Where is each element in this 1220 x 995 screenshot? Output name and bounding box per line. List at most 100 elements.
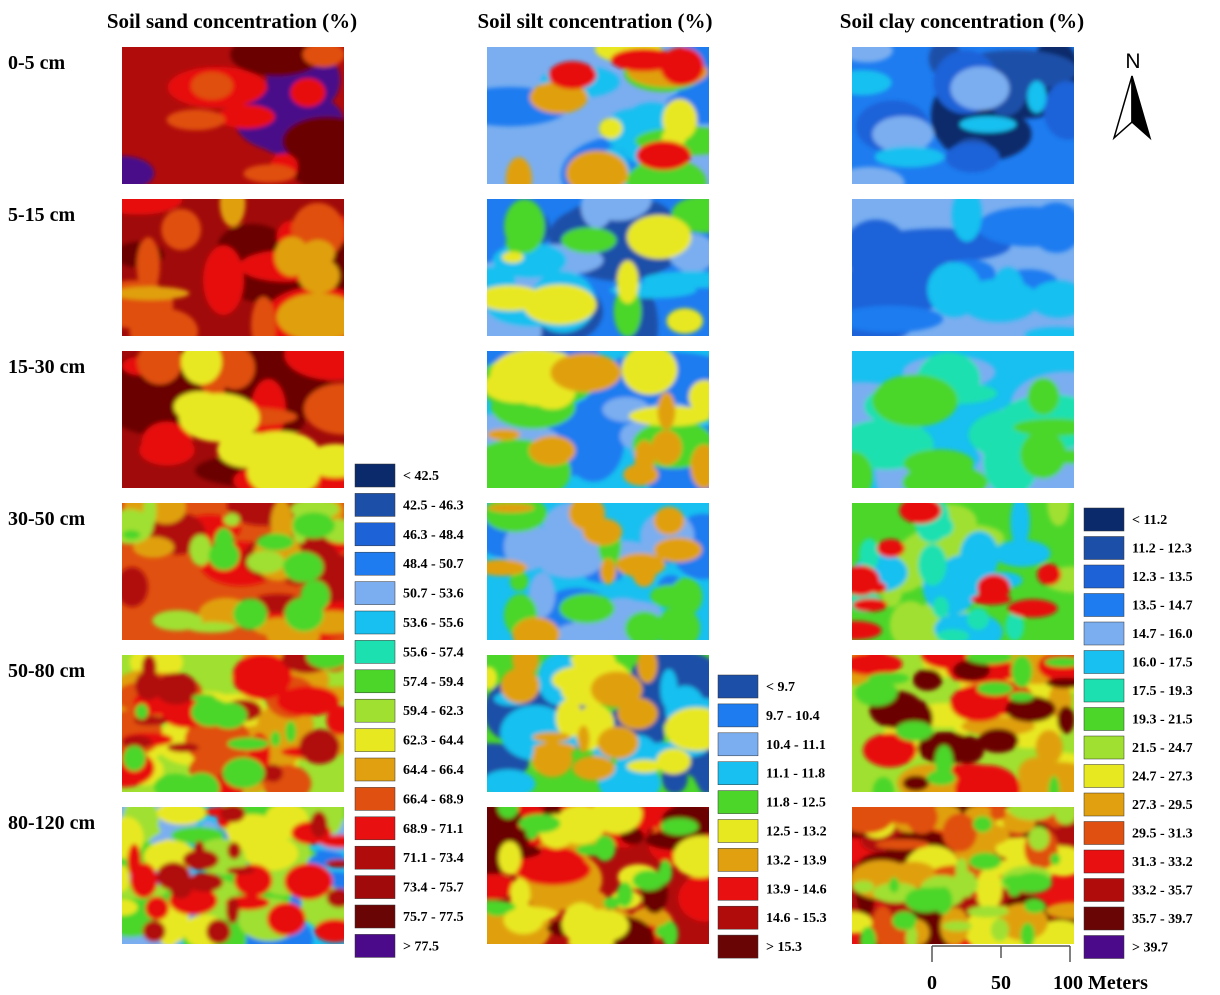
legend-label: < 11.2 <box>1132 513 1167 528</box>
column-title: Soil silt concentration (%) <box>477 9 712 33</box>
map-patch <box>993 540 1050 567</box>
map-patch <box>90 156 154 190</box>
map-patch <box>1027 81 1046 113</box>
legend-label: 9.7 - 10.4 <box>766 709 820 724</box>
map-patch <box>873 777 894 806</box>
map-patch <box>223 757 265 788</box>
map-patch <box>549 61 597 89</box>
map-patch <box>876 839 929 849</box>
legend-swatch <box>355 758 395 781</box>
map-patch <box>561 227 616 253</box>
legend-swatch <box>355 523 395 546</box>
legend-label: 31.3 - 33.2 <box>1132 855 1193 870</box>
map-patch <box>169 875 193 899</box>
map-patch <box>498 841 521 875</box>
map-patches <box>475 495 736 652</box>
map <box>94 791 367 966</box>
map-patch <box>584 178 651 221</box>
map-patch <box>304 383 381 434</box>
legend-swatch <box>355 905 395 928</box>
map-patch <box>479 667 497 690</box>
map-patch <box>656 748 691 774</box>
map-patch <box>1030 281 1087 318</box>
map-patch <box>486 905 508 917</box>
map-patch <box>550 353 621 392</box>
legend-label: > 77.5 <box>403 939 439 954</box>
map-patch <box>293 512 335 538</box>
map-patch <box>128 844 142 878</box>
map-patch <box>966 650 1013 664</box>
map-patch <box>507 907 557 922</box>
north-arrow <box>1114 76 1150 138</box>
map-patch <box>277 686 340 716</box>
map-patch <box>247 551 285 574</box>
map-patch <box>933 596 949 618</box>
map <box>793 351 1121 521</box>
map-patch <box>209 542 240 571</box>
map-patch <box>863 649 889 673</box>
legend-swatch <box>1084 622 1124 645</box>
map-patch <box>285 721 296 743</box>
map-patch <box>226 897 239 924</box>
row-label: 15-30 cm <box>8 356 86 378</box>
map-patch <box>154 774 196 800</box>
map-patch <box>655 924 676 938</box>
legend-label: 27.3 - 29.5 <box>1132 798 1193 813</box>
map-patch <box>969 853 1001 870</box>
legend-label: 14.6 - 15.3 <box>766 911 827 926</box>
map-patch <box>277 293 360 341</box>
row-label: 50-80 cm <box>8 660 86 682</box>
legend-swatch <box>355 699 395 722</box>
map-patch <box>233 599 267 630</box>
legend-swatch <box>718 733 758 756</box>
map-patch <box>566 151 628 196</box>
legend-label: 35.7 - 39.7 <box>1132 912 1193 927</box>
legend-swatch <box>718 906 758 929</box>
row-label: 30-50 cm <box>8 508 86 530</box>
map-patch <box>927 770 956 785</box>
map-patch <box>306 644 349 669</box>
map-patch <box>830 621 882 640</box>
map-patch <box>1008 796 1056 820</box>
legend-swatch <box>718 704 758 727</box>
map-patch <box>905 888 946 913</box>
map-patch <box>936 629 969 643</box>
map-patch <box>889 877 899 893</box>
map-patch <box>1039 736 1059 752</box>
map <box>833 627 1100 814</box>
map-patch <box>498 796 519 818</box>
map-patch <box>179 393 260 442</box>
map-patch <box>116 567 148 607</box>
map-patch <box>1046 678 1085 689</box>
legend-label: 24.7 - 27.3 <box>1132 770 1193 785</box>
map-patch <box>1009 692 1034 702</box>
legend-swatch <box>1084 736 1124 759</box>
legend-label: 50.7 - 53.6 <box>403 587 464 602</box>
map-patch <box>220 804 245 822</box>
map-patches <box>94 791 367 966</box>
map-patch <box>990 804 1006 820</box>
map-patch <box>1008 599 1058 617</box>
map-patch <box>155 673 197 705</box>
map-patch <box>1028 378 1060 415</box>
legend-label: 55.6 - 57.4 <box>403 645 464 660</box>
map-patch <box>573 756 616 781</box>
legend-swatch <box>718 762 758 785</box>
legend-swatch <box>1084 850 1124 873</box>
map-patch <box>899 497 941 524</box>
map-patch <box>559 593 614 623</box>
map-patch <box>942 813 977 852</box>
map-patch <box>637 647 657 683</box>
legend-swatch <box>718 848 758 871</box>
map-patch <box>942 921 972 931</box>
legend-swatch <box>355 493 395 516</box>
map-patch <box>853 881 874 893</box>
map-patch <box>167 743 199 753</box>
map-patch <box>502 252 524 263</box>
map-patch <box>206 919 231 944</box>
map-patch <box>973 816 992 832</box>
map-patch <box>1057 706 1074 734</box>
map-patch <box>1003 875 1030 888</box>
map-patch <box>114 866 129 892</box>
map <box>828 782 1099 967</box>
